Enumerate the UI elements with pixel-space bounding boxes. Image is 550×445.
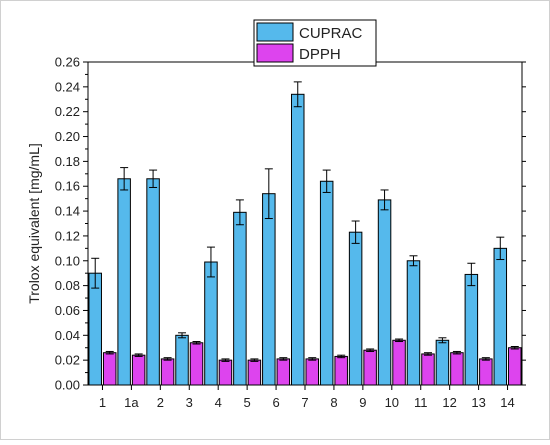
x-tick-label: 8 [330, 395, 337, 410]
bar-dpph-1a [131, 354, 146, 386]
x-tick-label: 5 [244, 395, 251, 410]
y-axis-label: Trolox equivalent [mg/mL] [26, 143, 42, 304]
bar-dpph-9 [363, 349, 377, 386]
x-tick-label: 1a [124, 395, 139, 410]
bar-dpph-7 [305, 358, 319, 386]
bar-cuprac-9 [348, 231, 363, 386]
y-tick-label: 0.26 [55, 55, 80, 70]
y-tick-label: 0.18 [55, 154, 80, 169]
x-tick-label: 11 [414, 395, 428, 410]
y-tick-label: 0.24 [55, 79, 80, 94]
x-tick-label: 14 [500, 395, 514, 410]
x-tick-label: 3 [186, 395, 193, 410]
y-tick-label: 0.20 [55, 129, 80, 144]
bar-cuprac-6 [262, 193, 276, 386]
legend-swatch-dpph [256, 43, 294, 63]
x-tick-label: 7 [301, 395, 308, 410]
bar-dpph-8 [334, 355, 348, 386]
y-tick-label: 0.22 [55, 104, 80, 119]
bar-cuprac-7 [291, 93, 305, 386]
y-tick-label: 0.08 [55, 278, 80, 293]
bar-cuprac-3 [175, 334, 189, 386]
x-tick-label: 1 [99, 395, 106, 410]
legend-swatch-cuprac [256, 22, 294, 42]
bar-dpph-5 [247, 359, 262, 386]
bar-cuprac-8 [319, 180, 334, 386]
bar-cuprac-10 [377, 199, 392, 386]
bar-dpph-14 [508, 347, 522, 386]
y-tick-label: 0.10 [55, 253, 80, 268]
bar-cuprac-11 [406, 260, 421, 386]
y-tick-label: 0.04 [55, 328, 80, 343]
x-tick-label: 13 [471, 395, 485, 410]
y-tick-label: 0.00 [55, 378, 80, 393]
x-tick-label: 2 [157, 395, 164, 410]
x-tick-label: 4 [215, 395, 222, 410]
bar-dpph-11 [421, 353, 435, 386]
bar-dpph-6 [276, 358, 291, 386]
y-tick-label: 0.02 [55, 353, 80, 368]
bar-dpph-2 [160, 358, 175, 386]
bar-cuprac-2 [146, 178, 160, 386]
x-tick-label: 12 [442, 395, 456, 410]
bar-dpph-13 [479, 358, 493, 386]
bar-dpph-12 [450, 352, 464, 386]
bar-cuprac-12 [435, 339, 450, 386]
bar-dpph-10 [392, 339, 406, 386]
y-tick-label: 0.06 [55, 303, 80, 318]
bar-cuprac-5 [233, 211, 247, 386]
y-tick-label: 0.16 [55, 179, 80, 194]
legend-label-dpph: DPPH [299, 46, 341, 63]
bar-dpph-3 [189, 342, 204, 386]
x-tick-label: 6 [272, 395, 279, 410]
bar-cuprac-13 [464, 273, 479, 386]
y-tick-label: 0.12 [55, 228, 80, 243]
bar-dpph-1 [102, 352, 117, 386]
x-tick-label: 10 [385, 395, 399, 410]
legend-label-cuprac: CUPRAC [299, 25, 363, 42]
bar-cuprac-1a [117, 178, 131, 386]
x-tick-label: 9 [359, 395, 366, 410]
bar-cuprac-14 [493, 247, 508, 386]
bar-cuprac-4 [204, 261, 218, 386]
y-tick-label: 0.14 [55, 204, 80, 219]
bar-dpph-4 [218, 359, 233, 386]
bar-cuprac-1 [88, 272, 102, 386]
